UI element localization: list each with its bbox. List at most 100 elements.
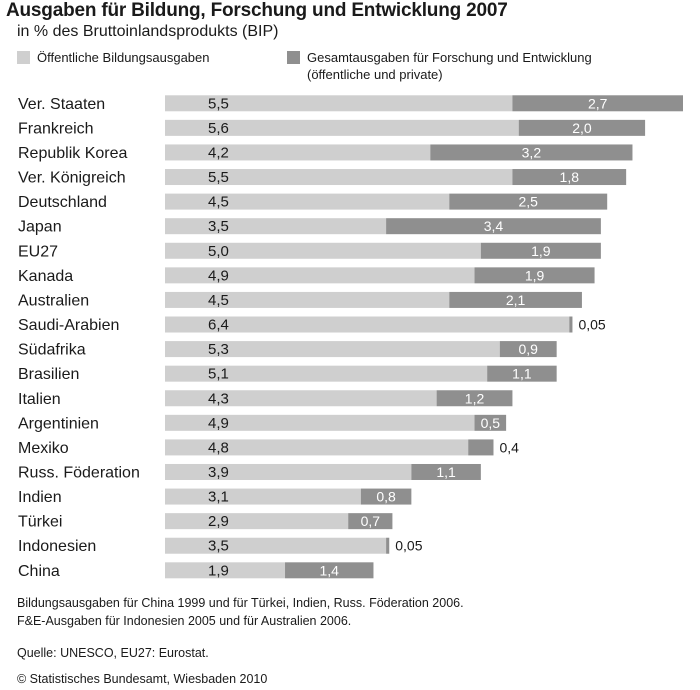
footnote-1: Bildungsausgaben für China 1999 und für … bbox=[17, 596, 464, 610]
bar-public bbox=[165, 513, 349, 530]
value-label-research: 2,1 bbox=[506, 292, 526, 308]
value-label-public: 6,4 bbox=[208, 317, 229, 334]
value-label-public: 5,3 bbox=[208, 341, 229, 358]
bar-research bbox=[518, 119, 646, 136]
value-label-research: 0,8 bbox=[376, 489, 396, 505]
value-label-public: 3,5 bbox=[208, 218, 229, 235]
bar-research bbox=[512, 95, 683, 112]
value-label-public: 5,1 bbox=[208, 366, 229, 383]
bar-public bbox=[165, 144, 431, 161]
category-label: Ver. Königreich bbox=[18, 170, 126, 187]
chart-subtitle: in % des Bruttoinlandsprodukts (BIP) bbox=[17, 23, 279, 40]
bar-public bbox=[165, 537, 387, 554]
value-label-public: 3,1 bbox=[208, 489, 229, 506]
bar-public bbox=[165, 193, 450, 210]
value-label-public: 5,5 bbox=[208, 95, 229, 112]
bar-public bbox=[165, 488, 361, 505]
value-label-research: 3,2 bbox=[522, 144, 542, 160]
bar-public bbox=[165, 365, 488, 382]
value-label-research: 0,7 bbox=[361, 513, 381, 529]
bar-public bbox=[165, 218, 387, 235]
category-label: Mexiko bbox=[18, 440, 69, 457]
category-label: Indien bbox=[18, 489, 62, 506]
value-label-public: 4,5 bbox=[208, 194, 229, 211]
value-label-research: 1,9 bbox=[525, 267, 545, 283]
bar-research bbox=[386, 218, 601, 235]
legend-label-public: Öffentliche Bildungsausgaben bbox=[37, 50, 210, 65]
bar-public bbox=[165, 439, 469, 456]
value-label-research: 0,05 bbox=[395, 538, 422, 554]
category-label: China bbox=[18, 563, 60, 580]
bar-research bbox=[499, 341, 557, 358]
value-label-public: 5,6 bbox=[208, 120, 229, 137]
value-label-public: 2,9 bbox=[208, 513, 229, 530]
category-label: Russ. Föderation bbox=[18, 464, 140, 481]
bar-research bbox=[285, 562, 374, 579]
value-label-research: 0,9 bbox=[518, 341, 538, 357]
category-label: Argentinien bbox=[18, 415, 99, 432]
category-label: Indonesien bbox=[18, 538, 96, 555]
bar-public bbox=[165, 390, 437, 407]
category-label: Japan bbox=[18, 219, 62, 236]
category-label: Türkei bbox=[18, 514, 62, 531]
value-label-public: 5,5 bbox=[208, 169, 229, 186]
bar-public bbox=[165, 341, 500, 358]
bar-public bbox=[165, 242, 481, 259]
value-label-research: 1,4 bbox=[320, 562, 340, 578]
category-label: Republik Korea bbox=[18, 145, 128, 162]
bar-research bbox=[449, 193, 608, 210]
value-label-public: 1,9 bbox=[208, 562, 229, 579]
bar-research bbox=[474, 267, 595, 284]
bar-public bbox=[165, 95, 513, 112]
category-label: Deutschland bbox=[18, 194, 107, 211]
copyright-note: © Statistisches Bundesamt, Wiesbaden 201… bbox=[17, 672, 268, 686]
category-label: Frankreich bbox=[18, 120, 94, 137]
category-label: Saudi-Arabien bbox=[18, 317, 119, 334]
value-label-public: 5,0 bbox=[208, 243, 229, 260]
value-label-research: 0,5 bbox=[481, 415, 501, 431]
value-label-public: 3,9 bbox=[208, 464, 229, 481]
category-label: Australien bbox=[18, 292, 89, 309]
value-label-research: 1,8 bbox=[560, 169, 580, 185]
value-label-research: 3,4 bbox=[484, 218, 504, 234]
value-label-research: 2,5 bbox=[518, 194, 538, 210]
value-label-research: 1,9 bbox=[531, 243, 551, 259]
value-label-research: 0,05 bbox=[578, 317, 605, 333]
value-label-public: 4,9 bbox=[208, 415, 229, 432]
legend-swatch-public bbox=[17, 51, 30, 64]
legend-label-research-sub: (öffentliche und private) bbox=[307, 67, 443, 82]
bar-public bbox=[165, 463, 412, 480]
value-label-research: 1,1 bbox=[436, 464, 456, 480]
value-label-public: 4,8 bbox=[208, 439, 229, 456]
value-label-research: 2,7 bbox=[588, 95, 608, 111]
bar-research bbox=[512, 169, 627, 186]
value-label-public: 4,2 bbox=[208, 144, 229, 161]
value-label-public: 4,9 bbox=[208, 267, 229, 284]
bar-public bbox=[165, 169, 513, 186]
bar-public bbox=[165, 562, 286, 579]
bar-research bbox=[468, 439, 494, 456]
bar-research bbox=[386, 537, 390, 554]
bar-research bbox=[430, 144, 633, 161]
bar-research bbox=[411, 463, 481, 480]
value-label-research: 1,1 bbox=[512, 366, 532, 382]
category-label: Ver. Staaten bbox=[18, 96, 105, 113]
bar-research bbox=[487, 365, 557, 382]
bar-chart: Ver. Staaten 5,5 2,7 Frankreich 5,6 2,0 Republ… bbox=[18, 95, 683, 580]
value-label-public: 4,5 bbox=[208, 292, 229, 309]
category-label: Italien bbox=[18, 391, 61, 408]
bar-public bbox=[165, 414, 475, 431]
footnote-2: F&E-Ausgaben für Indonesien 2005 und für… bbox=[17, 614, 352, 628]
legend-swatch-research bbox=[287, 51, 300, 64]
category-label: Kanada bbox=[18, 268, 73, 285]
category-label: EU27 bbox=[18, 243, 58, 260]
source-note: Quelle: UNESCO, EU27: Eurostat. bbox=[17, 646, 209, 660]
bar-research bbox=[348, 513, 393, 530]
value-label-public: 3,5 bbox=[208, 538, 229, 555]
bar-research bbox=[474, 414, 507, 431]
bar-research bbox=[569, 316, 573, 333]
bar-public bbox=[165, 119, 519, 136]
value-label-research: 1,2 bbox=[465, 390, 485, 406]
bar-research bbox=[360, 488, 412, 505]
chart-title: Ausgaben für Bildung, Forschung und Entw… bbox=[6, 0, 508, 21]
